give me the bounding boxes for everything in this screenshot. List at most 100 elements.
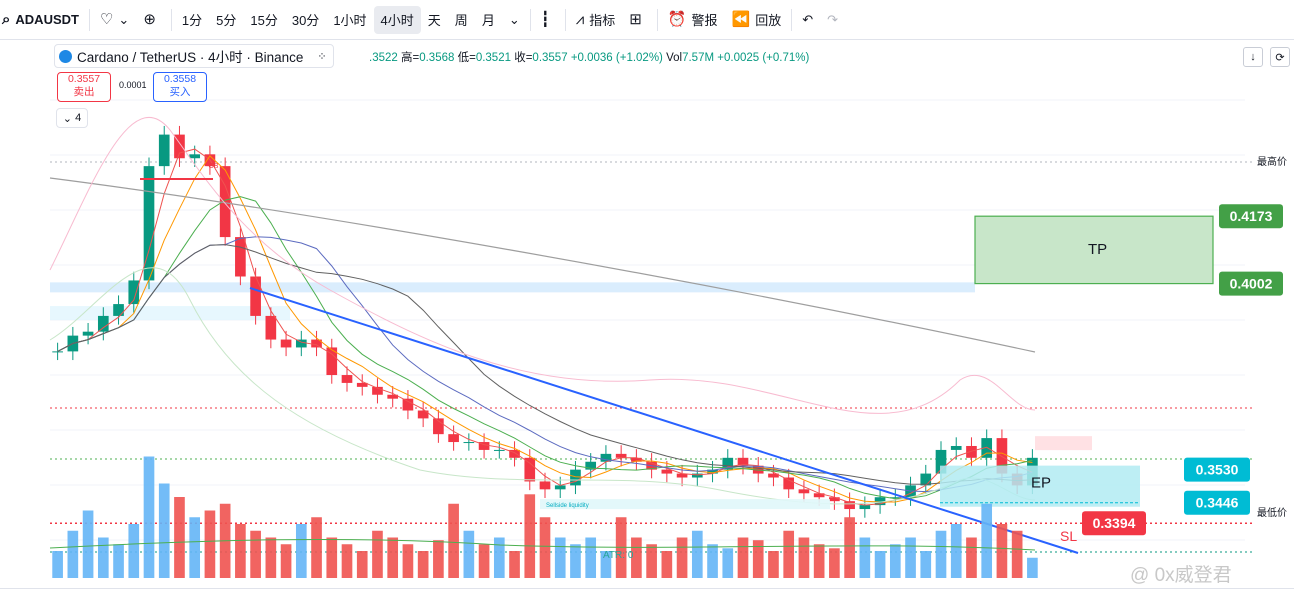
volume-bar: [372, 530, 383, 578]
liquidity-zone: [50, 282, 975, 293]
replay-button[interactable]: ⏪ 回放: [725, 6, 789, 34]
sell-button[interactable]: 0.3557 卖出: [57, 72, 111, 102]
entry-point-label: EP: [1031, 474, 1051, 491]
indicators-button[interactable]: ⩘ 指标: [569, 6, 622, 34]
candle: [97, 315, 109, 332]
change-value: +0.0036 (+1.02%): [570, 52, 663, 64]
volume-bar: [356, 551, 368, 578]
scroll-down-button[interactable]: ↓: [1243, 47, 1263, 67]
entry-zone: [940, 465, 1140, 507]
candle: [539, 481, 551, 490]
candle: [676, 473, 688, 478]
candle: [950, 445, 962, 450]
undo-button[interactable]: ↶: [795, 6, 820, 34]
tp-top-price-tag: 0.4173: [1230, 208, 1273, 224]
interval-menu-button[interactable]: ⌄: [502, 6, 527, 34]
take-profit-zone: [974, 215, 1214, 285]
volume-bar: [463, 530, 475, 578]
volume-bar: [600, 551, 612, 578]
fullscreen-button[interactable]: ⟳: [1270, 47, 1290, 67]
candle: [250, 276, 261, 316]
volume-bar: [52, 551, 63, 578]
entry-bottom-price-tag: 0.3446: [1196, 495, 1239, 511]
redo-icon: ↷: [827, 11, 839, 27]
redo-button[interactable]: ↷: [820, 6, 845, 34]
candle: [143, 166, 155, 281]
candle: [311, 339, 322, 348]
undo-icon: ↶: [802, 11, 814, 27]
interval-1M[interactable]: 月: [481, 13, 495, 28]
tp-top-price-tag-bg: [1219, 204, 1283, 229]
candle: [463, 442, 475, 444]
interval-1w[interactable]: 周: [454, 13, 468, 28]
volume-bar: [950, 524, 962, 578]
interval-1m[interactable]: 1分: [181, 13, 203, 28]
indicators-toggle[interactable]: ⌄ 4: [56, 108, 88, 128]
candle: [996, 438, 1008, 474]
close-label: 收=: [514, 52, 533, 64]
candle: [433, 418, 444, 435]
volume-bar: [189, 517, 201, 578]
candle: [844, 501, 855, 510]
candle: [768, 473, 779, 478]
symbol-label: ADAUSDT: [15, 12, 79, 27]
interval-15m[interactable]: 15分: [250, 13, 278, 28]
candle: [113, 304, 124, 316]
candle: [478, 442, 490, 450]
interval-30m[interactable]: 30分: [291, 13, 320, 28]
volume-bar: [143, 456, 155, 578]
volume-bar: [722, 548, 734, 578]
candle: [524, 457, 536, 482]
candle: [417, 410, 429, 419]
layouts-button[interactable]: ⊞: [622, 6, 654, 34]
add-symbol-button[interactable]: ⊕: [136, 6, 168, 34]
interval-4h[interactable]: 4小时: [373, 5, 421, 34]
buy-button[interactable]: 0.3558 买入: [153, 72, 207, 102]
alert-button[interactable]: ⏰ 警报: [661, 6, 725, 34]
price-chart[interactable]: -OB Sellside liquidity TP EP SL 0.4173 0.4002 0…: [0, 40, 1294, 588]
more-options-icon[interactable]: ⁘: [317, 50, 327, 63]
volume-bar: [235, 524, 246, 578]
symbol-search[interactable]: ⌕ ADAUSDT: [0, 6, 86, 34]
volume-bar: [615, 517, 627, 578]
volume-bar: [295, 524, 307, 578]
spread-value: 0.0001: [119, 80, 147, 90]
volume-bar: [250, 530, 261, 578]
interval-1d[interactable]: 天: [427, 13, 441, 28]
grid-icon: ⊞: [629, 11, 642, 28]
candle: [509, 449, 520, 458]
legend-title-box[interactable]: Cardano / TetherUS · 4小时 · Binance ⁘: [54, 44, 334, 68]
candle: [935, 449, 947, 474]
volume-bar: [387, 537, 399, 578]
buy-label: 买入: [169, 86, 191, 98]
volume-bar: [554, 537, 566, 578]
candle: [326, 347, 338, 376]
ma-blue-line: [57, 236, 1033, 493]
candle: [82, 331, 94, 336]
volume-bar: [905, 537, 916, 578]
candle: [174, 134, 185, 159]
low-value: 0.3521: [475, 52, 511, 64]
volume-bar: [676, 537, 688, 578]
compare-button[interactable]: ♡ ⌄: [93, 6, 136, 34]
interval-1h[interactable]: 1小时: [333, 13, 367, 28]
candle: [554, 485, 566, 490]
volume-bar: [859, 537, 871, 578]
volume-bar: [1011, 530, 1023, 578]
alarm-clock-icon: ⏰: [667, 11, 687, 28]
volume-bar: [97, 537, 109, 578]
candle: [52, 351, 63, 353]
volume-bar: [265, 537, 277, 578]
volume-bar: [829, 548, 840, 578]
stop-loss-price-tag-bg: [1082, 511, 1146, 536]
volume-bar: [813, 544, 825, 578]
volume-bar: [707, 544, 718, 578]
candle: [341, 375, 353, 383]
volume-bar: [539, 517, 551, 578]
watermark: @ 0x威登君: [1130, 565, 1232, 586]
candlestick-icon: ┇: [540, 11, 550, 28]
bollinger-lower: [49, 267, 1036, 505]
interval-5m[interactable]: 5分: [216, 13, 237, 28]
chart-type-button[interactable]: ┇: [534, 6, 562, 34]
top-toolbar: ⌕ ADAUSDT ♡ ⌄ ⊕ 1分 5分 15分 30分 1小时 4小时 天 周 …: [0, 0, 1294, 40]
